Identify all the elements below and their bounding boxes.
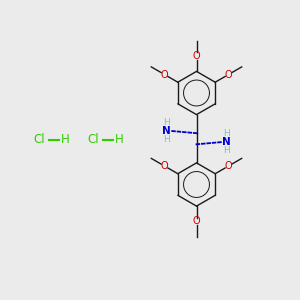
Text: Cl: Cl <box>33 133 45 146</box>
Text: H: H <box>223 129 230 138</box>
Text: O: O <box>193 216 200 226</box>
Text: O: O <box>161 70 168 80</box>
Text: H: H <box>223 146 230 155</box>
Text: N: N <box>162 126 171 136</box>
Text: H: H <box>163 118 170 127</box>
Text: H: H <box>115 133 124 146</box>
Text: O: O <box>161 161 168 171</box>
Text: O: O <box>225 70 232 80</box>
Text: N: N <box>222 137 231 147</box>
Text: O: O <box>193 51 200 61</box>
Text: O: O <box>225 161 232 171</box>
Text: Cl: Cl <box>87 133 99 146</box>
Text: H: H <box>163 135 170 144</box>
Text: H: H <box>61 133 70 146</box>
